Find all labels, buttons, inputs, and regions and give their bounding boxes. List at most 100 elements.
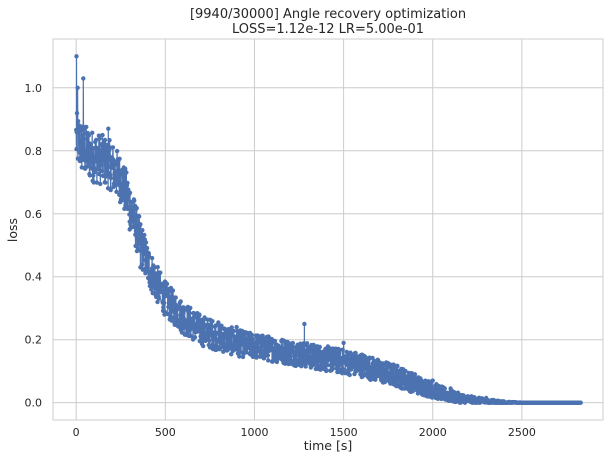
- data-point: [114, 178, 119, 184]
- data-point: [155, 299, 160, 305]
- data-point: [138, 248, 143, 253]
- y-axis-label: loss: [5, 218, 20, 242]
- data-point: [229, 325, 234, 330]
- data-point: [98, 162, 104, 167]
- data-point: [353, 350, 358, 356]
- data-point: [99, 168, 105, 174]
- data-point: [304, 341, 310, 346]
- data-point: [74, 54, 79, 59]
- data-point: [181, 316, 187, 322]
- data-point: [403, 368, 408, 374]
- data-point: [79, 146, 85, 151]
- y-tick-label: 0.4: [25, 271, 43, 284]
- data-point: [85, 153, 90, 158]
- chart-title-line-1: [9940/30000] Angle recovery optimization: [190, 7, 466, 22]
- data-point: [250, 337, 255, 342]
- data-point: [364, 360, 370, 366]
- data-point: [84, 124, 89, 130]
- x-tick-label: 500: [155, 426, 176, 439]
- data-point: [170, 306, 175, 311]
- data-point: [209, 324, 214, 329]
- data-point: [75, 119, 81, 124]
- data-point: [197, 312, 202, 318]
- data-point: [317, 344, 322, 350]
- data-point: [162, 300, 167, 306]
- data-point: [138, 222, 143, 227]
- data-point: [430, 378, 435, 383]
- data-point: [265, 353, 271, 358]
- data-point: [337, 351, 342, 356]
- data-point: [114, 148, 120, 154]
- data-point: [94, 180, 100, 185]
- data-point: [74, 111, 80, 116]
- data-point: [86, 133, 92, 138]
- chart-title-line-2: LOSS=1.12e-12 LR=5.00e-01: [232, 22, 424, 37]
- data-point: [87, 173, 93, 178]
- data-point: [132, 213, 137, 219]
- data-point: [192, 335, 198, 340]
- data-point: [92, 166, 97, 171]
- data-point: [159, 290, 164, 295]
- data-point: [118, 182, 123, 187]
- data-point: [97, 155, 102, 161]
- data-point: [88, 142, 94, 147]
- x-tick-label: 2500: [508, 426, 536, 439]
- data-point: [117, 192, 122, 197]
- plot-frame: [52, 38, 604, 421]
- data-point: [93, 137, 99, 143]
- data-point: [123, 166, 128, 171]
- data-point: [161, 305, 166, 310]
- data-point: [299, 364, 304, 369]
- data-point: [84, 164, 90, 169]
- grid: [53, 39, 603, 420]
- data-point: [292, 358, 298, 363]
- data-point: [90, 130, 95, 135]
- data-point: [197, 324, 203, 329]
- data-point: [390, 368, 395, 373]
- y-tick-label: 0.2: [25, 334, 43, 347]
- data-point: [120, 190, 126, 195]
- plot-series: [74, 54, 583, 405]
- data-point: [266, 358, 271, 363]
- y-tick-label: 0.8: [25, 145, 43, 158]
- data-point: [168, 314, 173, 319]
- data-point: [308, 354, 314, 360]
- data-point: [132, 198, 137, 203]
- data-point: [239, 342, 244, 347]
- data-point: [135, 245, 140, 250]
- data-point: [237, 354, 242, 359]
- data-point: [226, 340, 231, 345]
- x-tick-label: 1500: [330, 426, 358, 439]
- data-point: [290, 340, 295, 346]
- data-point: [102, 155, 107, 160]
- data-point: [140, 228, 145, 233]
- data-point: [162, 309, 167, 314]
- data-point: [106, 126, 111, 131]
- data-point: [334, 361, 340, 366]
- data-point: [207, 338, 212, 343]
- data-point: [96, 167, 101, 172]
- data-point: [219, 323, 224, 328]
- data-point: [128, 226, 133, 231]
- data-point: [106, 151, 111, 157]
- data-point: [188, 305, 193, 311]
- data-point: [149, 255, 155, 261]
- data-point: [175, 304, 180, 309]
- y-tick-label: 0.0: [25, 397, 43, 410]
- data-point: [173, 295, 178, 300]
- data-point: [187, 311, 192, 316]
- data-point: [141, 258, 146, 263]
- data-point: [91, 173, 96, 178]
- data-point: [201, 343, 206, 349]
- data-point: [134, 205, 139, 211]
- data-point: [108, 187, 113, 193]
- x-axis-label: time [s]: [304, 438, 352, 453]
- data-point: [302, 321, 307, 327]
- data-point: [155, 285, 160, 290]
- data-point: [260, 344, 265, 349]
- data-point: [130, 207, 135, 212]
- data-point: [117, 156, 122, 161]
- data-point: [132, 224, 137, 229]
- data-point: [394, 379, 399, 384]
- data-point: [341, 340, 346, 346]
